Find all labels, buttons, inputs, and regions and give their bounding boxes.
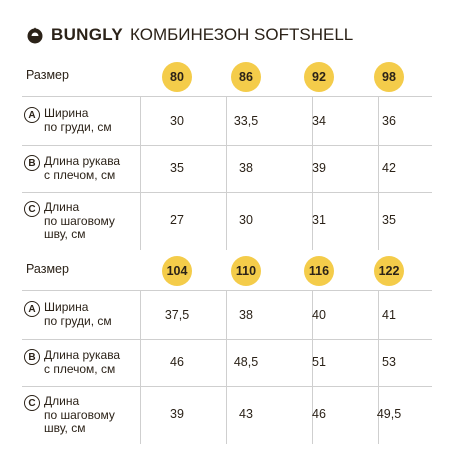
measure-letter-badge: C <box>24 395 40 411</box>
size-label: Размер <box>26 262 69 276</box>
table-cell: 43 <box>239 407 253 421</box>
table-cell: 53 <box>382 355 396 369</box>
table-cell: 49,5 <box>376 407 402 421</box>
grid-line <box>140 290 141 444</box>
bungly-logo-icon <box>27 27 43 44</box>
table-row: A Ширина по груди, см 30 33,5 34 36 <box>22 96 432 145</box>
parameter-line: по груди, см <box>44 313 112 328</box>
measure-letter-badge: A <box>24 301 40 317</box>
table-row: B Длина рукава с плечом, см 35 38 39 42 <box>22 145 432 192</box>
size-badge: 104 <box>162 256 192 286</box>
parameter-line: шву, см <box>44 227 86 241</box>
parameter-line: по шаговому <box>44 213 115 228</box>
grid-line <box>378 96 379 250</box>
table-cell: 37,5 <box>164 308 190 322</box>
table-cell: 46 <box>170 355 184 369</box>
size-label: Размер <box>26 68 69 82</box>
size-badge: 116 <box>304 256 334 286</box>
grid-line <box>140 96 141 250</box>
table-cell: 27 <box>170 213 184 227</box>
parameter-line: с плечом, см <box>44 167 116 182</box>
table-cell: 35 <box>170 161 184 175</box>
parameter-line: по груди, см <box>44 119 112 134</box>
size-header-row: Размер 104 110 116 122 <box>22 252 432 290</box>
grid-line <box>378 290 379 444</box>
grid-line <box>312 96 313 250</box>
parameter-label: Длина по шаговому шву, см <box>44 200 115 242</box>
table-cell: 40 <box>312 308 326 322</box>
parameter-label: Длина рукава с плечом, см <box>44 348 121 376</box>
table-cell: 41 <box>382 308 396 322</box>
table-cell: 30 <box>239 213 253 227</box>
measure-letter-badge: A <box>24 107 40 123</box>
measure-letter-badge: B <box>24 349 40 365</box>
parameter-line: шву, см <box>44 421 86 435</box>
table-cell: 36 <box>382 114 396 128</box>
size-header-row: Размер 80 86 92 98 <box>22 58 432 96</box>
size-badge: 122 <box>374 256 404 286</box>
parameter-line: Длина рукава <box>44 154 121 168</box>
table-cell: 42 <box>382 161 396 175</box>
parameter-line: Ширина <box>44 300 89 314</box>
parameter-line: Ширина <box>44 106 89 120</box>
table-cell: 38 <box>239 161 253 175</box>
grid-line <box>226 96 227 250</box>
table-cell: 33,5 <box>233 114 259 128</box>
header: BUNGLY КОМБИНЕЗОН SOFTSHELL <box>26 22 353 48</box>
parameter-line: Длина <box>44 394 80 408</box>
table-row: C Длина по шаговому шву, см 39 43 46 49,… <box>22 386 432 444</box>
size-badge: 86 <box>231 62 261 92</box>
size-badge: 98 <box>374 62 404 92</box>
product-title: КОМБИНЕЗОН SOFTSHELL <box>130 25 354 44</box>
parameter-label: Длина рукава с плечом, см <box>44 154 121 182</box>
parameter-label: Длина по шаговому шву, см <box>44 394 115 436</box>
table-cell: 51 <box>312 355 326 369</box>
size-badge: 80 <box>162 62 192 92</box>
parameter-line: Длина <box>44 200 80 214</box>
size-badge: 92 <box>304 62 334 92</box>
table-cell: 48,5 <box>233 355 259 369</box>
table-row: A Ширина по груди, см 37,5 38 40 41 <box>22 290 432 339</box>
parameter-line: Длина рукава <box>44 348 121 362</box>
table-cell: 39 <box>170 407 184 421</box>
parameter-line: по шаговому <box>44 407 115 422</box>
brand-name: BUNGLY <box>51 25 124 44</box>
table-cell: 34 <box>312 114 326 128</box>
grid-line <box>312 290 313 444</box>
table-cell: 35 <box>382 213 396 227</box>
table-row: C Длина по шаговому шву, см 27 30 31 35 <box>22 192 432 250</box>
table-row: B Длина рукава с плечом, см 46 48,5 51 5… <box>22 339 432 386</box>
measure-letter-badge: C <box>24 201 40 217</box>
table-cell: 46 <box>312 407 326 421</box>
parameter-label: Ширина по груди, см <box>44 106 112 134</box>
measure-letter-badge: B <box>24 155 40 171</box>
table-cell: 31 <box>312 213 326 227</box>
size-table-1: Размер 80 86 92 98 A Ширина по груди, см… <box>22 58 432 250</box>
table-cell: 38 <box>239 308 253 322</box>
parameter-label: Ширина по груди, см <box>44 300 112 328</box>
parameter-line: с плечом, см <box>44 361 116 376</box>
grid-line <box>226 290 227 444</box>
size-table-2: Размер 104 110 116 122 A Ширина по груди… <box>22 252 432 444</box>
size-badge: 110 <box>231 256 261 286</box>
table-cell: 39 <box>312 161 326 175</box>
table-cell: 30 <box>170 114 184 128</box>
